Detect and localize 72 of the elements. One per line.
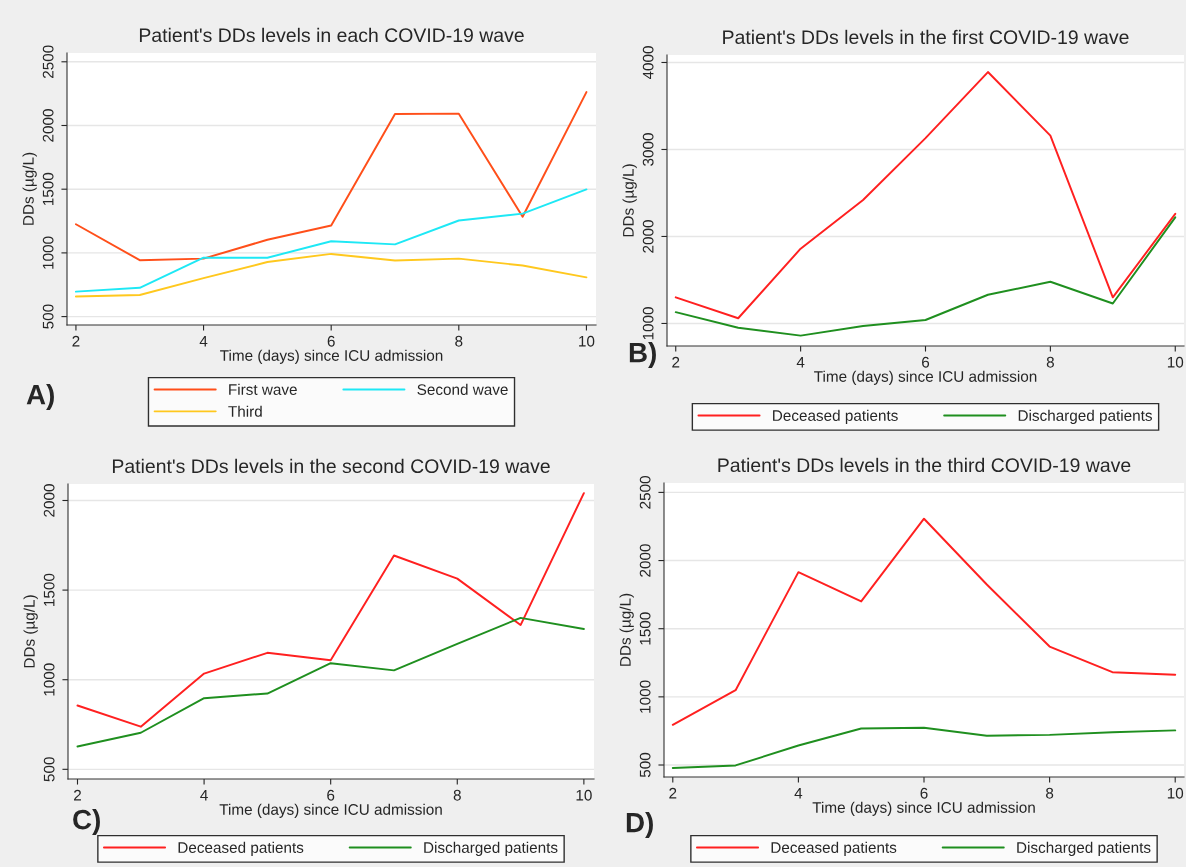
x-tick-label: 6 <box>327 789 335 801</box>
x-tick-label: 8 <box>453 789 461 801</box>
line-series <box>74 188 588 293</box>
x-tick-label: 2 <box>669 787 677 799</box>
chart-title: Patient's DDs levels in the first COVID-19 wave <box>723 29 1129 45</box>
legend-label: Deceased patients <box>771 841 897 856</box>
y-tick-label: 4000 <box>642 46 654 80</box>
y-tick-label: 2500 <box>639 476 651 509</box>
y-tick-label: 1500 <box>43 573 55 606</box>
x-tick-label: 8 <box>1046 787 1054 799</box>
line-series <box>76 492 585 728</box>
chart-title: Patient's DDs levels in each COVID-19 wave <box>139 27 524 43</box>
y-tick-label: 1500 <box>639 612 651 645</box>
x-tick-label: 6 <box>327 335 335 347</box>
y-axis-title: DDs (µg/L) <box>622 164 637 237</box>
x-axis-title: Time (days) since ICU admission <box>814 370 1037 385</box>
x-tick-label: 4 <box>200 789 208 801</box>
y-axis-title: DDs (µg/L) <box>23 595 38 668</box>
y-tick-label: 1500 <box>42 172 54 206</box>
legend-label: Discharged patients <box>424 841 558 856</box>
y-tick-label: 2000 <box>642 220 654 253</box>
y-tick-label: 1000 <box>43 663 55 696</box>
x-tick-label: 2 <box>74 789 81 801</box>
legend-label: Deceased patients <box>178 841 304 856</box>
y-tick-label: 500 <box>639 752 651 778</box>
legend-label: Discharged patients <box>1017 841 1151 856</box>
line-series <box>74 91 588 262</box>
line-series <box>74 252 588 298</box>
legend-label: Second wave <box>417 383 508 395</box>
y-tick-label: 1000 <box>639 680 651 713</box>
x-tick-label: 6 <box>920 787 928 799</box>
x-tick-label: 4 <box>796 356 805 368</box>
y-tick-label: 2000 <box>43 484 55 517</box>
y-tick-label: 3000 <box>642 133 654 166</box>
y-tick-label: 500 <box>42 304 54 329</box>
x-tick-label: 4 <box>199 335 208 347</box>
chart-title: Patient's DDs levels in the second COVID-19 wave <box>112 458 550 474</box>
x-tick-label: 6 <box>922 356 930 368</box>
line-series <box>671 517 1177 726</box>
x-axis-title: Time (days) since ICU admission <box>220 349 443 364</box>
x-axis-title: Time (days) since ICU admission <box>219 803 442 818</box>
text: C) <box>73 809 100 835</box>
text: B) <box>629 342 656 368</box>
y-axis-title: DDs (µg/L) <box>619 593 634 666</box>
chart-title: Patient's DDs levels in the third COVID-19 wave <box>718 457 1131 473</box>
text: A) <box>26 384 54 410</box>
legend-label: First wave <box>229 383 297 395</box>
x-tick-label: 10 <box>1167 356 1184 368</box>
x-axis-title: Time (days) since ICU admission <box>812 801 1035 816</box>
legend-label: Third <box>228 405 262 417</box>
y-tick-label: 2500 <box>42 45 54 79</box>
y-tick-label: 1000 <box>42 236 54 269</box>
x-tick-label: 10 <box>579 335 595 347</box>
y-axis-title: DDs (µg/L) <box>22 152 37 225</box>
text: D) <box>626 812 653 838</box>
x-tick-label: 10 <box>1167 787 1184 799</box>
line-series <box>674 216 1177 337</box>
x-tick-label: 2 <box>72 335 80 347</box>
x-tick-label: 8 <box>1046 356 1054 368</box>
x-tick-label: 10 <box>576 789 592 801</box>
x-tick-label: 2 <box>672 356 680 368</box>
y-tick-label: 2000 <box>639 544 651 577</box>
legend-label: Deceased patients <box>773 409 898 424</box>
x-tick-label: 8 <box>455 335 463 347</box>
y-tick-label: 500 <box>43 757 55 782</box>
y-tick-label: 1000 <box>642 307 654 340</box>
line-series <box>76 616 585 748</box>
x-tick-label: 4 <box>794 787 803 799</box>
line-series <box>671 726 1177 769</box>
legend-label: Discharged patients <box>1018 409 1152 424</box>
y-tick-label: 2000 <box>42 109 54 142</box>
line-series <box>674 71 1177 320</box>
